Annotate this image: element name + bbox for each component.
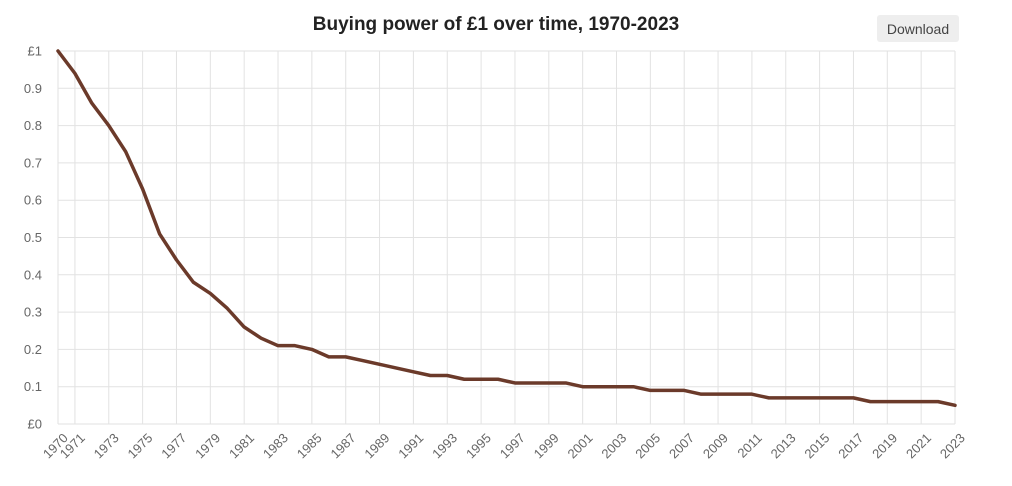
x-tick-label: 1987 (328, 430, 359, 461)
data-point (89, 100, 95, 106)
gridlines (57, 50, 956, 425)
x-tick-label: 2019 (869, 430, 900, 461)
x-tick-label: 1997 (497, 430, 528, 461)
x-tick-label: 1995 (463, 430, 494, 461)
data-point (597, 384, 603, 390)
data-point (140, 186, 146, 192)
x-tick-label: 1981 (226, 430, 257, 461)
data-point (461, 376, 467, 382)
x-tick-label: 1989 (361, 430, 392, 461)
data-point (495, 376, 501, 382)
data-point (157, 231, 163, 237)
x-tick-label: 2005 (632, 430, 663, 461)
data-point (546, 380, 552, 386)
data-point (698, 391, 704, 397)
y-tick-label: 0.7 (24, 155, 42, 170)
data-point (918, 399, 924, 405)
data-point (343, 354, 349, 360)
data-point (732, 391, 738, 397)
series-line (56, 49, 957, 408)
data-point (850, 395, 856, 401)
data-point (393, 365, 399, 371)
data-point (783, 395, 789, 401)
data-point (123, 149, 129, 155)
data-point (580, 384, 586, 390)
data-point (377, 361, 383, 367)
download-button[interactable]: Download (877, 15, 959, 42)
chart-title: Buying power of £1 over time, 1970-2023 (312, 14, 680, 35)
data-point (884, 399, 890, 405)
data-point (800, 395, 806, 401)
y-tick-label: 0.3 (24, 305, 42, 320)
data-point (630, 384, 636, 390)
y-tick-label: 0.4 (24, 267, 42, 282)
data-point (326, 354, 332, 360)
data-point (309, 346, 315, 352)
data-point (207, 290, 213, 296)
x-tick-label: 1975 (124, 430, 155, 461)
data-point (410, 369, 416, 375)
data-point (749, 391, 755, 397)
data-point (292, 343, 298, 349)
data-point (715, 391, 721, 397)
x-tick-label: 1985 (294, 430, 325, 461)
x-tick-label: 1991 (395, 430, 426, 461)
data-point (241, 324, 247, 330)
y-axis-ticks: £0 0.1 0.2 0.3 0.4 0.5 0.6 0.7 0.8 0.9 £1 (24, 44, 42, 432)
data-point (427, 373, 433, 379)
y-tick-label: 0.2 (24, 342, 42, 357)
y-tick-label: 0.1 (24, 379, 42, 394)
data-point (867, 399, 873, 405)
x-tick-label: 2023 (937, 430, 968, 461)
x-tick-label: 2009 (700, 430, 731, 461)
data-point (563, 380, 569, 386)
x-tick-label: 1983 (260, 430, 291, 461)
data-point (55, 48, 61, 54)
data-point (529, 380, 535, 386)
data-point (258, 335, 264, 341)
x-tick-label: 2011 (734, 430, 764, 460)
data-point (190, 279, 196, 285)
data-point (444, 373, 450, 379)
data-point (478, 376, 484, 382)
y-tick-label: £1 (28, 44, 42, 59)
x-tick-label: 2007 (666, 430, 697, 461)
x-tick-label: 2017 (835, 430, 866, 461)
y-tick-label: 0.5 (24, 230, 42, 245)
y-tick-label: 0.6 (24, 193, 42, 208)
data-point (664, 387, 670, 393)
data-point (614, 384, 620, 390)
y-tick-label: 0.9 (24, 81, 42, 96)
x-tick-label: 1993 (429, 430, 460, 461)
data-point (935, 399, 941, 405)
x-tick-label: 2015 (801, 430, 832, 461)
data-point (901, 399, 907, 405)
data-point (224, 305, 230, 311)
data-point (681, 387, 687, 393)
x-tick-label: 1977 (158, 430, 189, 461)
x-tick-label: 2021 (903, 430, 934, 461)
data-point (360, 358, 366, 364)
data-point (512, 380, 518, 386)
data-point (173, 257, 179, 263)
x-tick-label: 1979 (192, 430, 223, 461)
data-point (766, 395, 772, 401)
data-point (647, 387, 653, 393)
x-tick-label: 1999 (531, 430, 562, 461)
y-tick-label: 0.8 (24, 118, 42, 133)
data-point (275, 343, 281, 349)
data-point (817, 395, 823, 401)
data-point (72, 70, 78, 76)
data-point (834, 395, 840, 401)
series-line-group (55, 48, 958, 408)
x-tick-label: 2001 (565, 430, 596, 461)
y-tick-label: £0 (28, 417, 42, 432)
data-point (952, 402, 958, 408)
data-point (106, 123, 112, 129)
x-tick-label: 1973 (91, 430, 122, 461)
x-tick-label: 2013 (768, 430, 799, 461)
x-tick-label: 2003 (598, 430, 629, 461)
